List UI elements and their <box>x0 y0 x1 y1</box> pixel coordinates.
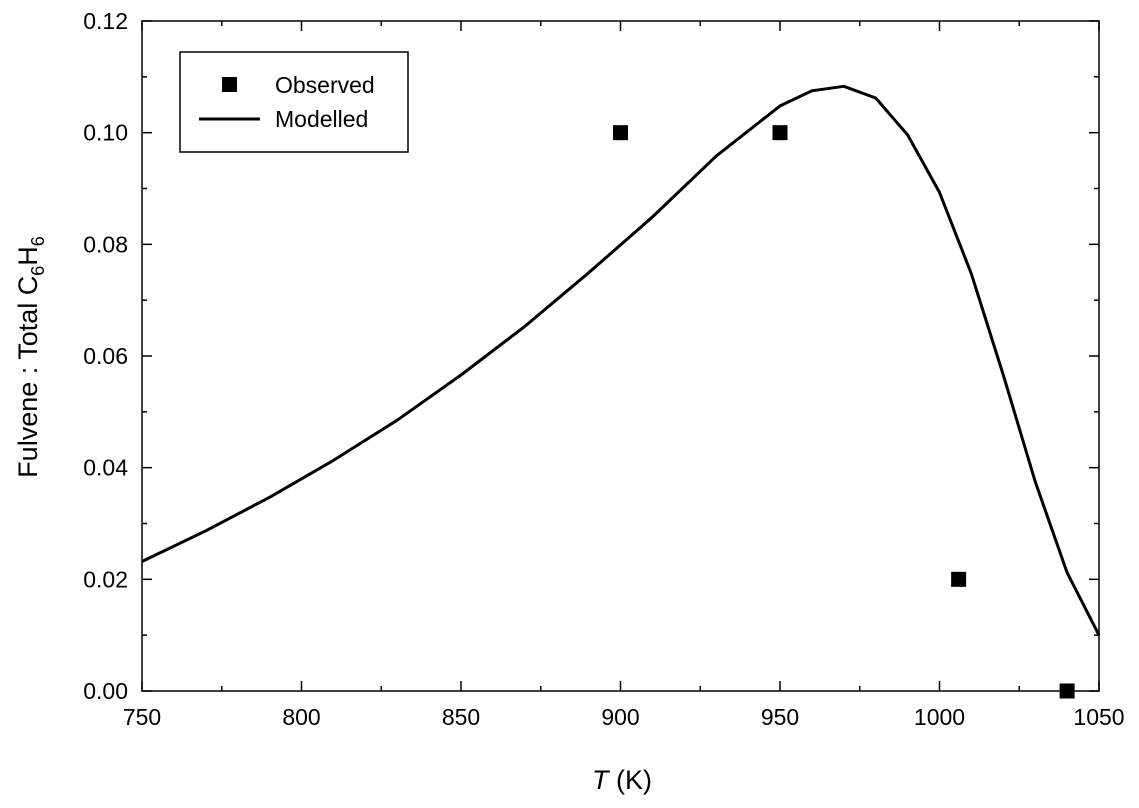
x-axis-unit: (K) <box>609 765 653 795</box>
axes: 750 800 850 900 950 1000 1050 0.00 0.02 0.04 0.06 0… <box>83 8 1124 730</box>
y-tick-label: 0.04 <box>83 455 128 481</box>
y-tick-label: 0.12 <box>83 8 128 34</box>
legend-label-observed: Observed <box>275 72 375 98</box>
legend-marker-observed <box>222 77 237 92</box>
x-tick-label: 800 <box>282 704 320 730</box>
modelled-line <box>141 84 1101 636</box>
observed-point <box>951 571 967 587</box>
observed-point <box>772 125 788 141</box>
x-tick-label: 1050 <box>1073 704 1124 730</box>
series-layer <box>141 84 1101 699</box>
y-axis-label: Fulvene : Total C6H6 <box>13 236 48 478</box>
y-axis-label-prefix: Fulvene : Total C <box>13 276 43 478</box>
y-tick-label: 0.10 <box>83 120 128 146</box>
x-tick-label: 950 <box>761 704 799 730</box>
y-tick-label: 0.00 <box>83 678 128 704</box>
y-tick-label: 0.06 <box>83 343 128 369</box>
observed-point <box>1059 683 1075 699</box>
y-axis-label-sub2: 6 <box>28 236 48 246</box>
y-tick-label: 0.02 <box>83 566 128 592</box>
legend-label-modelled: Modelled <box>275 106 368 132</box>
x-tick-label: 1000 <box>914 704 965 730</box>
x-tick-label: 900 <box>601 704 639 730</box>
x-axis-label: T (K) <box>592 765 652 795</box>
y-tick-label: 0.08 <box>83 231 128 257</box>
y-axis-label-sub1: 6 <box>28 266 48 276</box>
x-tick-label: 850 <box>442 704 480 730</box>
observed-point <box>613 125 628 141</box>
legend-box <box>179 51 409 153</box>
legend: Observed Modelled <box>179 51 409 153</box>
x-axis-variable: T <box>592 765 611 795</box>
x-tick-label: 750 <box>123 704 161 730</box>
y-axis-label-mid: H <box>13 246 43 266</box>
